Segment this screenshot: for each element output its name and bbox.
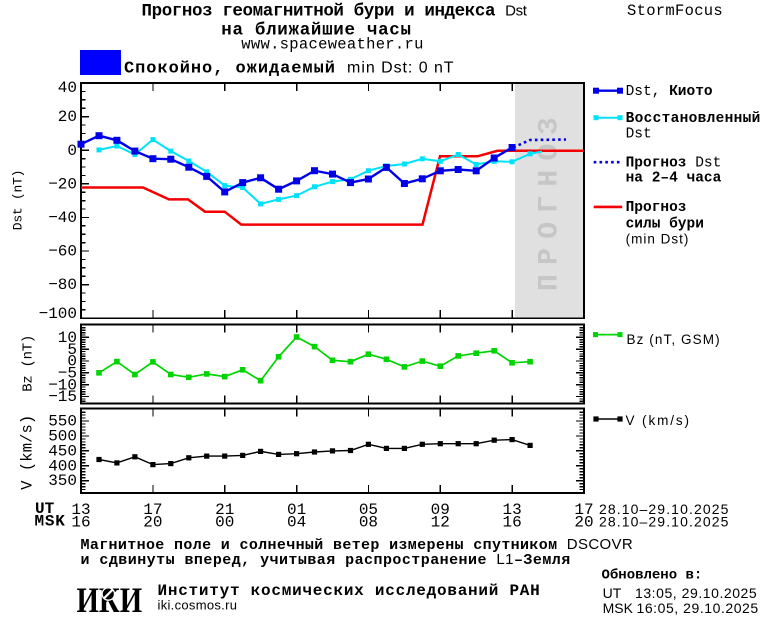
svg-text:−100: −100	[39, 305, 77, 323]
svg-text:StormFocus: StormFocus	[627, 2, 723, 20]
svg-text:−40: −40	[48, 209, 77, 227]
svg-text:www.spaceweather.ru: www.spaceweather.ru	[241, 36, 423, 54]
svg-text:Bz (nT): Bz (nT)	[20, 335, 36, 392]
svg-text:Спокойно, ожидаемый min Dst: 0: Спокойно, ожидаемый min Dst: 0 nT	[124, 60, 455, 79]
svg-text:на 2–4 часа: на 2–4 часа	[626, 171, 722, 187]
svg-text:Прогноз Dst: Прогноз Dst	[626, 156, 722, 172]
svg-text:17: 17	[143, 501, 162, 519]
svg-text:V (km/s): V (km/s)	[19, 415, 37, 490]
svg-text:Прогноз: Прогноз	[626, 200, 687, 216]
svg-text:20: 20	[574, 513, 593, 531]
svg-text:0: 0	[67, 353, 77, 371]
svg-text:силы бури: силы бури	[626, 217, 704, 233]
svg-text:28.10–29.10.2025: 28.10–29.10.2025	[599, 513, 730, 529]
svg-text:Обновлено в:: Обновлено в:	[602, 568, 703, 584]
svg-text:13: 13	[71, 501, 90, 519]
svg-text:350: 350	[48, 472, 77, 490]
svg-text:40: 40	[58, 79, 77, 97]
svg-text:Институт космических исследова: Институт космических исследований РАН	[158, 582, 541, 600]
svg-text:−15: −15	[48, 388, 77, 406]
svg-text:20: 20	[143, 513, 162, 531]
svg-text:00: 00	[215, 513, 234, 531]
svg-text:28.10–29.10.2025: 28.10–29.10.2025	[599, 501, 730, 517]
svg-text:16:05, 29.10.2025: 16:05, 29.10.2025	[637, 600, 759, 616]
svg-text:Dst, Киото: Dst, Киото	[626, 84, 713, 100]
svg-text:(min Dst): (min Dst)	[626, 232, 690, 247]
svg-text:450: 450	[48, 442, 77, 460]
svg-text:UT: UT	[35, 500, 55, 518]
svg-text:500: 500	[48, 428, 77, 446]
svg-text:Bz (nT, GSM): Bz (nT, GSM)	[627, 332, 721, 347]
svg-text:13: 13	[503, 501, 522, 519]
svg-text:ПРОГНОЗ: ПРОГНОЗ	[535, 108, 566, 291]
svg-text:Магнитное поле и солнечный вет: Магнитное поле и солнечный ветер измерен…	[81, 536, 634, 554]
svg-text:Dst (nT): Dst (nT)	[11, 170, 26, 230]
svg-text:Восстановленный: Восстановленный	[626, 111, 760, 127]
svg-text:08: 08	[359, 513, 378, 531]
svg-text:UT: UT	[603, 585, 622, 601]
svg-text:и сдвинуты вперед, учитывая ра: и сдвинуты вперед, учитывая распростране…	[81, 551, 571, 569]
svg-text:5: 5	[67, 341, 77, 359]
svg-text:−5: −5	[58, 364, 77, 382]
svg-text:12: 12	[431, 513, 450, 531]
svg-text:550: 550	[48, 413, 77, 431]
svg-text:04: 04	[287, 513, 306, 531]
svg-text:13:05, 29.10.2025: 13:05, 29.10.2025	[635, 585, 757, 601]
svg-text:05: 05	[359, 501, 378, 519]
svg-text:09: 09	[431, 501, 450, 519]
svg-text:17: 17	[574, 501, 593, 519]
svg-text:21: 21	[215, 501, 234, 519]
svg-text:iki.cosmos.ru: iki.cosmos.ru	[158, 598, 238, 613]
svg-text:−80: −80	[48, 276, 77, 294]
svg-text:Dst: Dst	[626, 127, 652, 143]
svg-text:MSK: MSK	[35, 512, 66, 530]
svg-text:MSK: MSK	[603, 600, 634, 616]
svg-text:на ближайшие часы: на ближайшие часы	[221, 20, 411, 41]
svg-text:10: 10	[58, 329, 77, 347]
svg-text:V (km/s): V (km/s)	[626, 413, 691, 428]
svg-text:400: 400	[48, 457, 77, 475]
svg-text:0: 0	[67, 142, 77, 160]
svg-text:Прогноз геомагнитной бури и ин: Прогноз геомагнитной бури и индекса Dst	[142, 1, 528, 22]
svg-text:16: 16	[71, 513, 90, 531]
svg-text:−20: −20	[48, 175, 77, 193]
svg-text:01: 01	[287, 501, 306, 519]
svg-text:16: 16	[503, 513, 522, 531]
svg-text:−60: −60	[48, 243, 77, 261]
svg-text:20: 20	[58, 108, 77, 126]
svg-text:−10: −10	[48, 376, 77, 394]
